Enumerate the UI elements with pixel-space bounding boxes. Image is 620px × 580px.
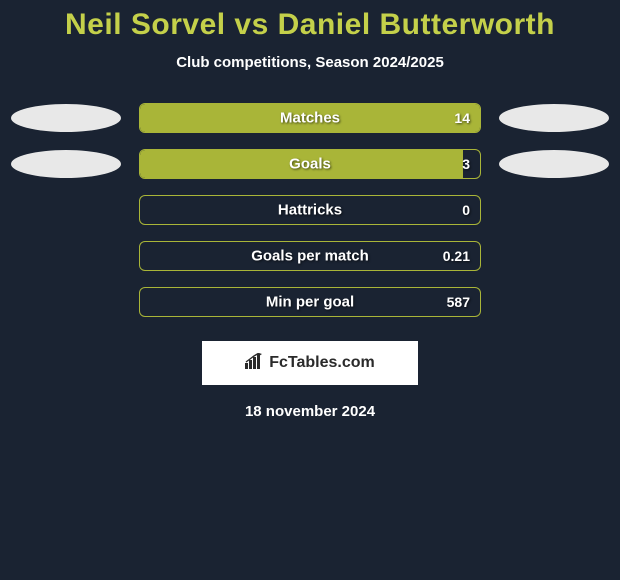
stat-row: Min per goal 587 (0, 287, 620, 317)
comparison-infographic: Neil Sorvel vs Daniel Butterworth Club c… (0, 0, 620, 420)
stat-row: Hattricks 0 (0, 195, 620, 225)
date-text: 18 november 2024 (0, 403, 620, 420)
stat-bar: Goals per match 0.21 (139, 241, 481, 271)
right-spacer (499, 288, 609, 316)
logo: FcTables.com (245, 353, 375, 374)
bar-value: 3 (462, 156, 470, 172)
left-spacer (11, 242, 121, 270)
bar-value: 14 (454, 110, 470, 126)
bar-value: 0 (462, 202, 470, 218)
right-spacer (499, 196, 609, 224)
bar-label: Goals per match (251, 248, 369, 265)
stat-row: Matches 14 (0, 103, 620, 133)
page-title: Neil Sorvel vs Daniel Butterworth (0, 8, 620, 42)
left-ellipse-icon (11, 104, 121, 132)
bar-label: Matches (280, 110, 340, 127)
left-ellipse-icon (11, 150, 121, 178)
stat-rows: Matches 14 Goals 3 Hattricks 0 Goals per match… (0, 103, 620, 317)
stat-row: Goals 3 (0, 149, 620, 179)
chart-icon (245, 353, 265, 374)
logo-box: FcTables.com (202, 341, 418, 385)
bar-label: Goals (289, 156, 331, 173)
stat-bar: Hattricks 0 (139, 195, 481, 225)
bar-value: 587 (447, 294, 470, 310)
right-ellipse-icon (499, 104, 609, 132)
bar-label: Min per goal (266, 294, 354, 311)
stat-bar: Goals 3 (139, 149, 481, 179)
logo-text: FcTables.com (269, 354, 375, 372)
stat-bar: Min per goal 587 (139, 287, 481, 317)
right-spacer (499, 242, 609, 270)
bar-label: Hattricks (278, 202, 342, 219)
right-ellipse-icon (499, 150, 609, 178)
subtitle: Club competitions, Season 2024/2025 (0, 54, 620, 71)
stat-row: Goals per match 0.21 (0, 241, 620, 271)
left-spacer (11, 288, 121, 316)
bar-value: 0.21 (443, 248, 470, 264)
left-spacer (11, 196, 121, 224)
stat-bar: Matches 14 (139, 103, 481, 133)
